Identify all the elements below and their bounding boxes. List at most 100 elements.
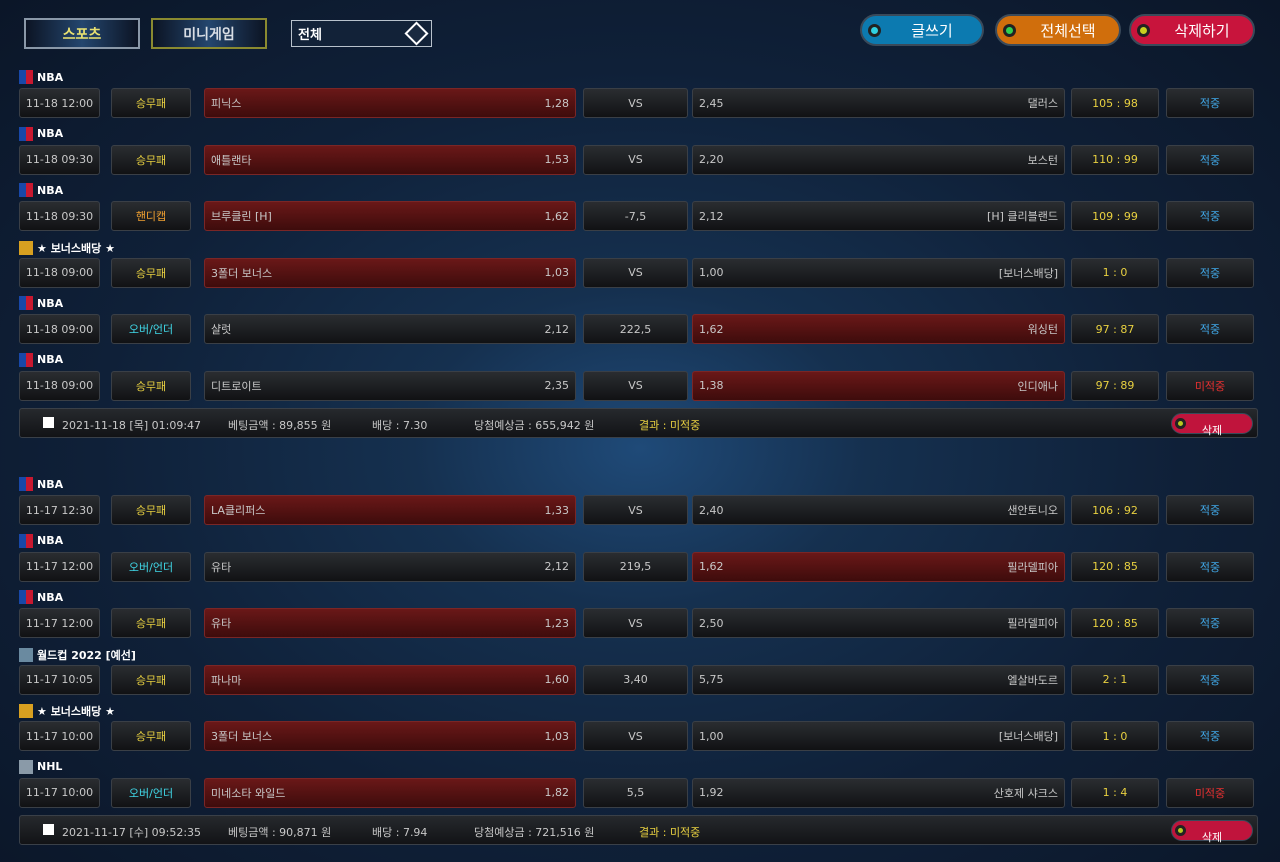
expected-win: 당첨예상금 : 655,942 원: [474, 419, 595, 432]
middle-value: 222,5: [583, 314, 688, 344]
league-label: 월드컵 2022 [예선]: [19, 647, 136, 663]
away-odds: 2,12: [699, 209, 724, 223]
home-pick[interactable]: 애틀랜타 1,53: [204, 144, 576, 175]
away-odds: 2,45: [699, 96, 724, 110]
dot-icon: [1175, 418, 1186, 429]
away-pick[interactable]: 2,50 필라델피아: [692, 608, 1065, 638]
bet-type: 오버/언더: [111, 314, 191, 344]
slip-checkbox[interactable]: [43, 824, 54, 835]
away-team: [보너스배당]: [998, 266, 1058, 280]
score: 109 : 99: [1071, 201, 1159, 231]
delete-label: 삭제하기: [1174, 21, 1230, 40]
home-pick[interactable]: 샬럿 2,12: [204, 314, 576, 344]
home-pick[interactable]: 디트로이트 2,35: [204, 370, 576, 401]
away-team: 산호제 샤크스: [993, 786, 1058, 800]
home-pick[interactable]: 파나마 1,60: [204, 664, 576, 695]
league-name: ★ 보너스배당 ★: [37, 705, 115, 718]
filter-select[interactable]: 전체: [291, 20, 432, 47]
league-label: NHL: [19, 759, 62, 774]
match-date: 11-17 12:00: [19, 608, 100, 638]
home-team: 샬럿: [211, 323, 232, 336]
middle-value: 3,40: [583, 664, 688, 695]
write-button[interactable]: 글쓰기: [860, 14, 984, 46]
away-pick[interactable]: 2,45 댈러스: [692, 88, 1065, 118]
write-label: 글쓰기: [911, 21, 953, 40]
bonus-icon: [19, 240, 33, 255]
home-pick[interactable]: 유타 2,12: [204, 551, 576, 582]
score: 110 : 99: [1071, 144, 1159, 175]
select-all-label: 전체선택: [1040, 21, 1096, 40]
bet-type: 승무패: [111, 257, 191, 288]
match-date: 11-18 09:30: [19, 201, 100, 231]
tab-sports[interactable]: 스포츠: [24, 18, 140, 49]
league-name: NBA: [37, 477, 64, 491]
league-label: NBA: [19, 533, 63, 548]
away-pick[interactable]: 1,62 필라델피아: [692, 551, 1065, 582]
home-pick[interactable]: LA클리퍼스 1,33: [204, 495, 576, 525]
delete-button[interactable]: 삭제하기: [1129, 14, 1255, 46]
away-pick[interactable]: 1,62 워싱턴: [692, 314, 1065, 344]
home-pick[interactable]: 3폴더 보너스 1,03: [204, 257, 576, 288]
home-pick[interactable]: 브루클린 [H] 1,62: [204, 201, 576, 231]
away-team: 인디애나: [1017, 379, 1058, 393]
total-odds: 배당 : 7.94: [372, 826, 428, 839]
slip-checkbox[interactable]: [43, 417, 54, 428]
home-team: 3폴더 보너스: [211, 266, 273, 280]
away-team: [보너스배당]: [998, 730, 1058, 743]
result-badge: 적중: [1166, 144, 1254, 175]
nba-icon: [19, 352, 33, 367]
home-odds: 1,23: [544, 616, 570, 630]
away-pick[interactable]: 1,00 [보너스배당]: [692, 721, 1065, 751]
middle-value: VS: [583, 370, 688, 401]
home-pick[interactable]: 유타 1,23: [204, 608, 576, 638]
league-name: NBA: [37, 296, 64, 310]
slip-delete-button[interactable]: 삭제: [1171, 820, 1253, 844]
home-team: 유타: [211, 560, 232, 574]
away-team: 엘살바도르: [1007, 673, 1058, 687]
bet-amount: 베팅금액 : 90,871 원: [228, 826, 332, 839]
away-team: 필라델피아: [1007, 617, 1058, 630]
away-pick[interactable]: 2,40 샌안토니오: [692, 495, 1065, 525]
away-pick[interactable]: 2,12 [H] 클리블랜드: [692, 201, 1065, 231]
home-pick[interactable]: 피닉스 1,28: [204, 88, 576, 118]
middle-value: VS: [583, 144, 688, 175]
tab-minigame[interactable]: 미니게임: [151, 18, 267, 49]
league-label: ★ 보너스배당 ★: [19, 703, 115, 719]
away-pick[interactable]: 5,75 엘살바도르: [692, 664, 1065, 695]
home-pick[interactable]: 미네소타 와일드 1,82: [204, 777, 576, 808]
home-odds: 1,03: [544, 266, 570, 279]
nba-icon: [19, 183, 33, 197]
result-badge: 적중: [1166, 721, 1254, 751]
bet-type: 오버/언더: [111, 551, 191, 582]
away-team: 필라델피아: [1007, 560, 1058, 574]
away-pick[interactable]: 2,20 보스턴: [692, 144, 1065, 175]
home-team: 애틀랜타: [211, 153, 252, 167]
away-odds: 5,75: [699, 673, 724, 686]
middle-value: VS: [583, 495, 688, 525]
nba-icon: [19, 533, 33, 548]
result-badge: 적중: [1166, 201, 1254, 231]
bet-type: 승무패: [111, 144, 191, 175]
home-pick[interactable]: 3폴더 보너스 1,03: [204, 721, 576, 751]
match-date: 11-18 12:00: [19, 88, 100, 118]
away-pick[interactable]: 1,92 산호제 샤크스: [692, 777, 1065, 808]
home-odds: 1,62: [544, 209, 570, 223]
nba-icon: [19, 126, 33, 141]
away-pick[interactable]: 1,00 [보너스배당]: [692, 257, 1065, 288]
nba-icon: [19, 477, 33, 491]
dot-icon: [1003, 24, 1016, 37]
league-name: NBA: [37, 127, 64, 140]
select-all-button[interactable]: 전체선택: [995, 14, 1121, 46]
home-odds: 1,82: [544, 786, 570, 799]
score: 106 : 92: [1071, 495, 1159, 525]
bet-type: 승무패: [111, 608, 191, 638]
away-pick[interactable]: 1,38 인디애나: [692, 370, 1065, 401]
expected-win: 당첨예상금 : 721,516 원: [474, 826, 595, 839]
slip-delete-button[interactable]: 삭제: [1171, 413, 1253, 437]
slip-datetime: 2021-11-18 [목] 01:09:47: [62, 419, 202, 432]
home-odds: 1,53: [544, 153, 570, 166]
slip-result: 결과 : 미적중: [639, 419, 701, 432]
dot-icon: [1137, 24, 1150, 37]
match-date: 11-18 09:00: [19, 257, 100, 288]
match-date: 11-17 10:00: [19, 721, 100, 751]
